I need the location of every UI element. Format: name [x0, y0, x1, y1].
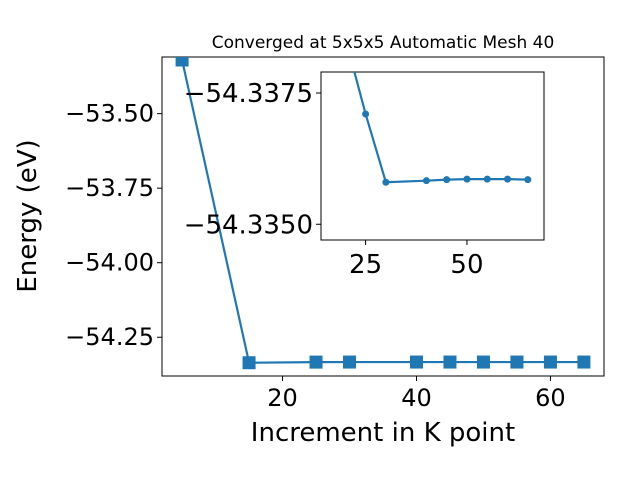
data-point [343, 355, 357, 369]
data-point [543, 355, 557, 369]
main-series [175, 57, 591, 370]
data-point [309, 355, 323, 369]
inset-x-ticks: 25 50 [349, 240, 484, 280]
y-tick-label: −53.75 [65, 174, 154, 202]
data-point [483, 175, 491, 183]
data-point [524, 176, 532, 184]
x-tick-label: 50 [450, 250, 483, 280]
inset-axes: 25 50 −54.3375 −54.3350 [184, 71, 545, 280]
inset-y-ticks: −54.3375 −54.3350 [184, 79, 321, 240]
y-tick-label: −54.00 [65, 249, 154, 277]
y-tick-label: −54.25 [65, 323, 154, 351]
x-axis-label: Increment in K point [251, 418, 515, 448]
data-point [463, 175, 471, 183]
inset-series [353, 72, 532, 186]
x-tick-label: 60 [535, 384, 566, 412]
main-x-ticks: 20 40 60 [267, 376, 566, 412]
y-tick-label: −53.50 [65, 100, 154, 128]
x-tick-label: 25 [349, 250, 382, 280]
data-point [443, 355, 457, 369]
data-point [577, 355, 591, 369]
data-point [409, 355, 423, 369]
y-tick-label: −54.3375 [184, 79, 313, 109]
x-tick-label: 20 [267, 384, 298, 412]
chart-title: Converged at 5x5x5 Automatic Mesh 40 [212, 33, 555, 53]
data-point [504, 175, 512, 183]
series-line [181, 59, 584, 364]
data-point [175, 57, 189, 67]
main-y-ticks: −53.50 −53.75 −54.00 −54.25 [65, 100, 162, 351]
y-tick-label: −54.3350 [184, 210, 313, 240]
y-axis-label: Energy (eV) [13, 139, 43, 292]
data-point [242, 356, 256, 370]
data-point [443, 176, 451, 184]
data-point [422, 177, 430, 185]
x-tick-label: 40 [401, 384, 432, 412]
data-point [510, 355, 524, 369]
data-point [476, 355, 490, 369]
data-point [382, 178, 390, 186]
data-point [362, 110, 370, 118]
inset-plot-frame [320, 71, 545, 241]
